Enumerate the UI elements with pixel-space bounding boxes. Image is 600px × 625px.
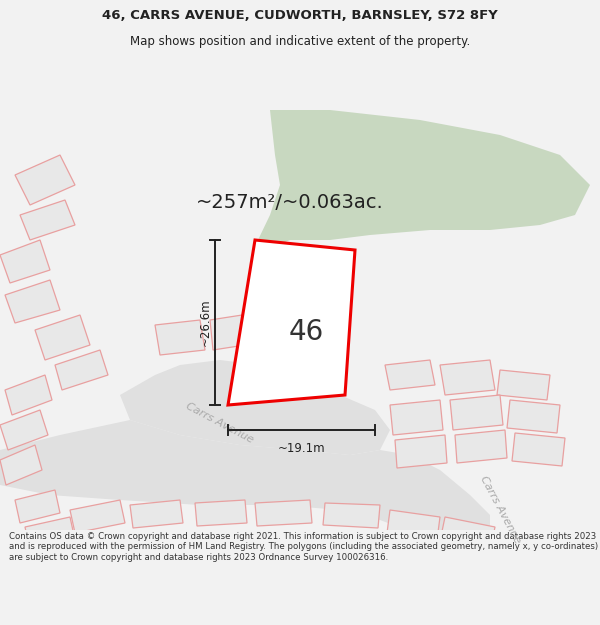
Polygon shape — [0, 410, 48, 450]
Polygon shape — [5, 375, 52, 415]
Polygon shape — [460, 540, 600, 595]
Polygon shape — [130, 500, 183, 528]
Polygon shape — [455, 430, 507, 463]
Text: Map shows position and indicative extent of the property.: Map shows position and indicative extent… — [130, 35, 470, 48]
Polygon shape — [228, 240, 355, 405]
Polygon shape — [323, 503, 380, 528]
Text: Contains OS data © Crown copyright and database right 2021. This information is : Contains OS data © Crown copyright and d… — [9, 532, 598, 562]
Polygon shape — [0, 240, 50, 283]
Polygon shape — [497, 370, 550, 400]
Polygon shape — [387, 510, 440, 540]
Polygon shape — [55, 350, 108, 390]
Polygon shape — [15, 490, 60, 523]
Polygon shape — [20, 200, 75, 240]
Text: 46: 46 — [288, 319, 323, 346]
Polygon shape — [390, 400, 443, 435]
Text: ~26.6m: ~26.6m — [199, 299, 212, 346]
Polygon shape — [450, 395, 503, 430]
Polygon shape — [440, 517, 495, 551]
Text: 46, CARRS AVENUE, CUDWORTH, BARNSLEY, S72 8FY: 46, CARRS AVENUE, CUDWORTH, BARNSLEY, S7… — [102, 9, 498, 22]
Polygon shape — [35, 315, 90, 360]
Polygon shape — [255, 500, 312, 526]
Polygon shape — [258, 110, 590, 250]
Polygon shape — [5, 280, 60, 323]
Text: ~257m²/~0.063ac.: ~257m²/~0.063ac. — [196, 194, 384, 213]
Polygon shape — [395, 435, 447, 468]
Polygon shape — [512, 433, 565, 466]
Polygon shape — [385, 360, 435, 390]
Polygon shape — [195, 500, 247, 526]
Polygon shape — [70, 500, 125, 533]
Polygon shape — [120, 360, 390, 455]
Polygon shape — [0, 420, 490, 545]
Polygon shape — [507, 400, 560, 433]
Polygon shape — [155, 320, 205, 355]
Polygon shape — [15, 155, 75, 205]
Text: Carrs Avenue: Carrs Avenue — [478, 474, 522, 546]
Text: ~19.1m: ~19.1m — [278, 441, 325, 454]
Polygon shape — [440, 360, 495, 395]
Polygon shape — [25, 517, 75, 550]
Text: Carrs Avenue: Carrs Avenue — [184, 401, 256, 445]
Polygon shape — [210, 313, 258, 350]
Polygon shape — [0, 445, 42, 485]
